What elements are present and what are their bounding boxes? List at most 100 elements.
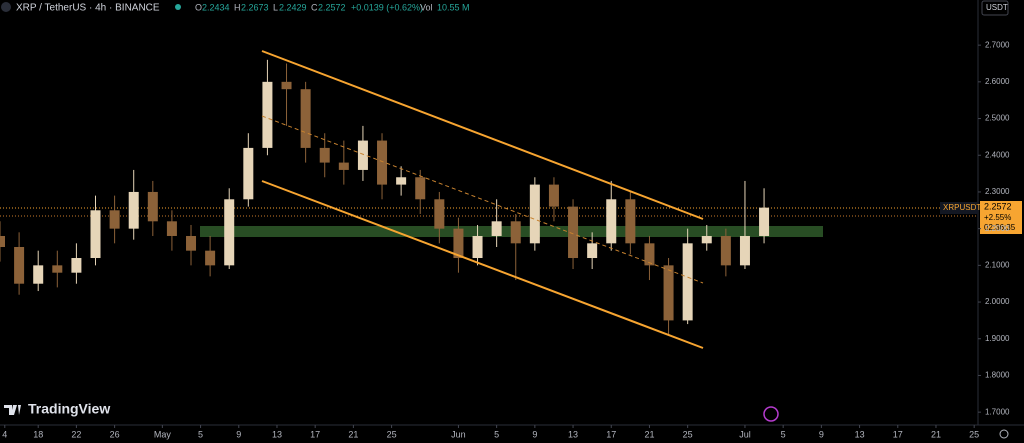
candle-body <box>300 89 311 148</box>
y-tick-label: 1.8000 <box>985 371 1010 380</box>
candle-body <box>453 228 464 259</box>
currency[interactable]: USDT <box>986 3 1008 12</box>
x-tick-label: 17 <box>893 429 903 439</box>
x-tick-label: 17 <box>310 429 320 439</box>
candle-body <box>166 221 177 236</box>
candle-body <box>147 191 158 222</box>
volume-label: Vol <box>420 2 433 12</box>
candle-body <box>625 199 636 244</box>
status-dot <box>175 4 181 10</box>
x-tick-label: 9 <box>236 429 241 439</box>
x-tick-label: Jun <box>451 429 466 439</box>
candle-body <box>587 243 598 259</box>
candle-body <box>14 246 25 284</box>
tag-countdown: 02:36:35 <box>984 223 1016 232</box>
y-tick-label: 2.1000 <box>985 260 1010 269</box>
candle-body <box>377 140 388 185</box>
y-tick-label: 2.3000 <box>985 187 1010 196</box>
candle-body <box>529 184 540 244</box>
candle-body <box>606 199 617 244</box>
x-tick-label: 21 <box>348 429 358 439</box>
x-tick-label: 25 <box>387 429 397 439</box>
x-tick-label: 5 <box>198 429 203 439</box>
y-tick-label: 1.9000 <box>985 334 1010 343</box>
y-tick-label: 2.7000 <box>985 40 1010 49</box>
candle-body <box>205 250 216 266</box>
ohlc-value: 2.2434 <box>202 2 230 12</box>
candle-body <box>33 265 44 284</box>
currency-button[interactable] <box>981 0 1009 16</box>
candle-body <box>434 199 445 229</box>
tag-change: +2.55% <box>984 213 1011 222</box>
event-icon[interactable] <box>763 406 779 422</box>
y-tick-label: 2.0000 <box>985 297 1010 306</box>
x-tick-label: 9 <box>819 429 824 439</box>
y-tick-label: 2.2000 <box>985 224 1010 233</box>
candle-body <box>568 206 579 259</box>
channel-lower <box>261 180 704 349</box>
x-tick-label: Jul <box>739 429 751 439</box>
candle-body <box>243 147 254 200</box>
x-tick-label: 4 <box>2 429 7 439</box>
candle-body <box>472 235 483 259</box>
candle-body <box>720 235 731 266</box>
x-tick-label: 5 <box>781 429 786 439</box>
y-tick-label: 2.5000 <box>985 114 1010 123</box>
candle-body <box>128 191 139 229</box>
candle-body <box>338 162 349 170</box>
candle-body <box>90 210 101 259</box>
candle-body <box>281 81 292 90</box>
candle-body <box>663 265 674 321</box>
x-tick-label: 21 <box>644 429 654 439</box>
channel-upper <box>261 50 704 220</box>
ohlc-label: H <box>234 2 241 12</box>
candle-body <box>319 147 330 163</box>
y-tick-label: 2.6000 <box>985 77 1010 86</box>
candle-body <box>224 199 235 266</box>
candle-body <box>262 81 273 148</box>
candle-body <box>759 207 770 236</box>
symbol-icon <box>1 2 11 12</box>
candle-body <box>186 235 197 251</box>
candle-body <box>415 177 426 200</box>
x-tick-label: 9 <box>532 429 537 439</box>
x-tick-label: 26 <box>110 429 120 439</box>
symbol-tag-bg <box>940 202 978 214</box>
symbol: XRP / TetherUS · 4h · BINANCE <box>16 3 160 14</box>
candle-body <box>682 243 693 321</box>
candle-body <box>548 184 559 207</box>
tag-symbol: XRPUSDT <box>943 203 981 212</box>
candle-body <box>701 235 712 244</box>
x-tick-label: 18 <box>33 429 43 439</box>
y-tick-label: 1.7000 <box>985 407 1010 416</box>
volume: 10.55 M <box>437 2 470 12</box>
x-tick-label: 5 <box>494 429 499 439</box>
x-tick-label: 13 <box>272 429 282 439</box>
candle-body <box>644 243 655 266</box>
ohlc-label: C <box>311 2 318 12</box>
candle-body <box>510 221 521 244</box>
candle-body <box>52 265 63 273</box>
y-tick-label: 2.4000 <box>985 150 1010 159</box>
channel-mid <box>261 115 704 284</box>
logo-mark <box>4 405 21 415</box>
ohlc-value: 2.2572 <box>318 2 346 12</box>
x-tick-label: 13 <box>568 429 578 439</box>
x-tick-label: 25 <box>683 429 693 439</box>
settings-icon[interactable] <box>999 429 1009 439</box>
x-tick-label: 22 <box>71 429 81 439</box>
ohlc-value: 2.2429 <box>279 2 307 12</box>
candle-body <box>491 221 502 236</box>
candle-body <box>739 235 750 266</box>
ohlc-label: O <box>195 2 202 12</box>
x-tick-label: 25 <box>969 429 979 439</box>
brand: TradingView <box>28 401 110 417</box>
candle-body <box>0 235 5 247</box>
x-tick-label: May <box>154 429 172 439</box>
candle-body <box>357 140 368 170</box>
price-tag-bg <box>980 201 1022 234</box>
x-tick-label: 17 <box>606 429 616 439</box>
tag-price: 2.2572 <box>984 201 1012 211</box>
change: +0.0139 (+0.62%) <box>351 2 423 12</box>
